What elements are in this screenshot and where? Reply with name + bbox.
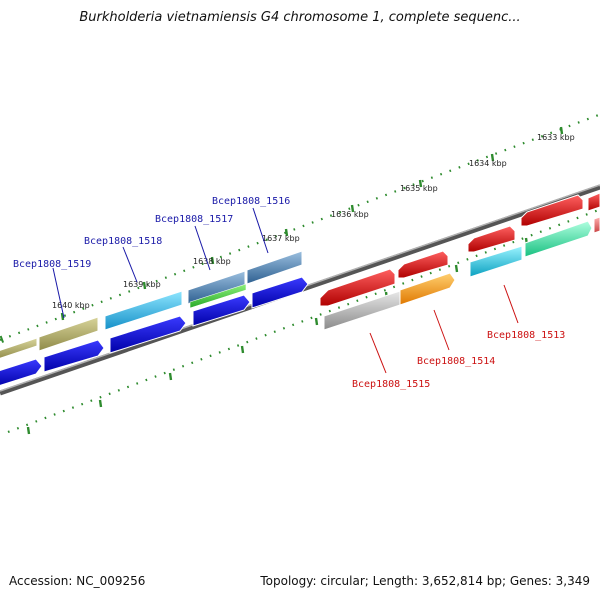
gene-label: Bcep1808_1515 <box>352 379 430 390</box>
gene-label: Bcep1808_1518 <box>84 236 162 247</box>
gene-feature[interactable] <box>189 283 247 309</box>
accession-text: Accession: NC_009256 <box>9 574 146 588</box>
gene-feature[interactable] <box>399 272 456 306</box>
gene-feature[interactable] <box>319 268 396 307</box>
gene-feature[interactable] <box>469 245 523 278</box>
kbp-label: 1635 kbp <box>400 184 438 193</box>
forward-strand-genes <box>0 192 600 360</box>
gene-feature[interactable] <box>467 225 516 253</box>
lower-leader-lines <box>369 284 519 374</box>
gene-feature[interactable] <box>587 192 600 212</box>
map-title: Burkholderia vietnamiensis G4 chromosome… <box>79 10 521 25</box>
gene-feature[interactable] <box>520 194 584 227</box>
gene-feature[interactable] <box>38 316 99 352</box>
upper-leader-lines <box>52 207 269 319</box>
kbp-label: 1636 kbp <box>331 210 369 219</box>
kbp-label: 1634 kbp <box>469 159 507 168</box>
gene-feature[interactable] <box>0 358 43 387</box>
topology-text: Topology: circular; Length: 3,652,814 bp… <box>260 574 590 588</box>
kbp-label: 1633 kbp <box>537 133 575 142</box>
upper-tick-track <box>0 113 600 343</box>
gene-feature[interactable] <box>109 315 187 354</box>
kbp-label: 1640 kbp <box>52 301 90 310</box>
gene-feature[interactable] <box>43 339 105 373</box>
gene-label: Bcep1808_1516 <box>212 196 290 207</box>
kbp-label: 1639 kbp <box>123 280 161 289</box>
gene-feature[interactable] <box>246 250 303 285</box>
gene-feature[interactable] <box>524 220 593 258</box>
gene-label: Bcep1808_1517 <box>155 214 233 225</box>
kbp-label: 1638 kbp <box>193 257 231 266</box>
gene-label: Bcep1808_1514 <box>417 356 495 367</box>
kbp-label: 1637 kbp <box>262 234 300 243</box>
gene-feature[interactable] <box>251 276 309 309</box>
gene-feature[interactable] <box>104 290 183 331</box>
gene-feature[interactable] <box>0 337 38 360</box>
gene-label: Bcep1808_1513 <box>487 330 565 341</box>
gene-feature[interactable] <box>192 294 251 327</box>
gene-feature[interactable] <box>593 216 600 234</box>
gene-label: Bcep1808_1519 <box>13 259 91 270</box>
gene-feature[interactable] <box>397 250 449 279</box>
reverse-strand-genes <box>0 216 600 387</box>
